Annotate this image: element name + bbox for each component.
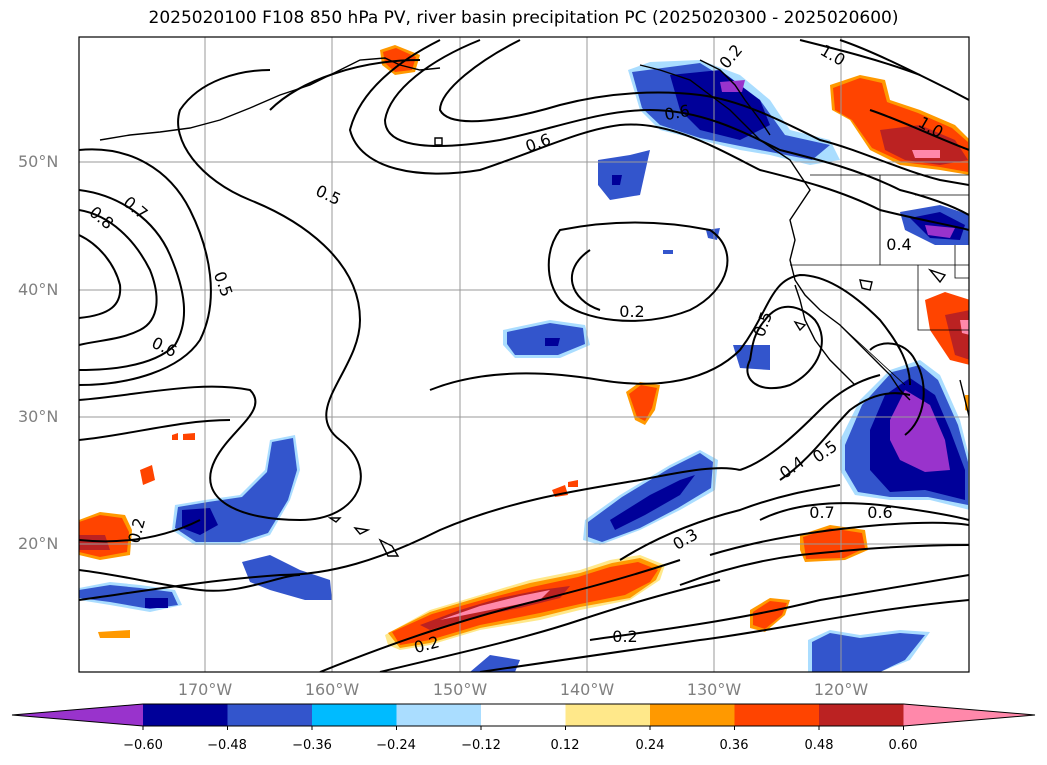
colorbar-tick: −0.48 — [207, 738, 247, 753]
colorbar-segment — [227, 704, 313, 726]
map-frame — [78, 36, 970, 673]
map-title: 2025020100 F108 850 hPa PV, river basin … — [148, 8, 899, 28]
lat-label-20n: 20°N — [18, 534, 59, 553]
colorbar-tick: −0.12 — [461, 738, 501, 753]
colorbar-tick: −0.36 — [292, 738, 332, 753]
lon-label-150w: 150°W — [432, 680, 488, 699]
colorbar-tick: 0.60 — [888, 738, 918, 753]
contour-label: 0.7 — [809, 503, 834, 522]
lat-label-50n: 50°N — [18, 152, 59, 171]
lon-label-170w: 170°W — [177, 680, 233, 699]
colorbar-segment — [565, 704, 651, 726]
state-borders — [790, 174, 969, 386]
colorbar-tick: 0.12 — [550, 738, 580, 753]
colorbar-tick: −0.60 — [123, 738, 163, 753]
contour-label: 0.6 — [663, 101, 691, 124]
lat-label-30n: 30°N — [18, 407, 59, 426]
colorbar — [11, 703, 1036, 730]
colorbar-segment — [312, 704, 397, 726]
lon-label-140w: 140°W — [559, 680, 615, 699]
lat-label-40n: 40°N — [18, 280, 59, 299]
colorbar-segment — [481, 704, 566, 726]
colorbar-tick: −0.24 — [376, 738, 416, 753]
contour-label: 0.2 — [612, 627, 637, 646]
contour-label: 0.6 — [867, 503, 892, 522]
colorbar-segment — [396, 704, 482, 726]
contour-label: 0.4 — [886, 235, 911, 254]
lon-label-120w: 120°W — [813, 680, 869, 699]
colorbar-segment — [819, 704, 904, 726]
colorbar-tick: 0.36 — [719, 738, 749, 753]
colorbar-segment — [12, 704, 143, 726]
colorbar-segment — [903, 704, 1035, 726]
colorbar-segment — [650, 704, 735, 726]
lon-label-160w: 160°W — [304, 680, 360, 699]
graticule — [79, 37, 969, 672]
colorbar-tick: 0.24 — [635, 738, 665, 753]
lon-label-130w: 130°W — [686, 680, 742, 699]
colorbar-segment — [143, 704, 228, 726]
colorbar-tick: 0.48 — [804, 738, 834, 753]
contour-label: 0.2 — [619, 302, 644, 321]
colorbar-segment — [734, 704, 820, 726]
pv-contours — [79, 39, 969, 672]
